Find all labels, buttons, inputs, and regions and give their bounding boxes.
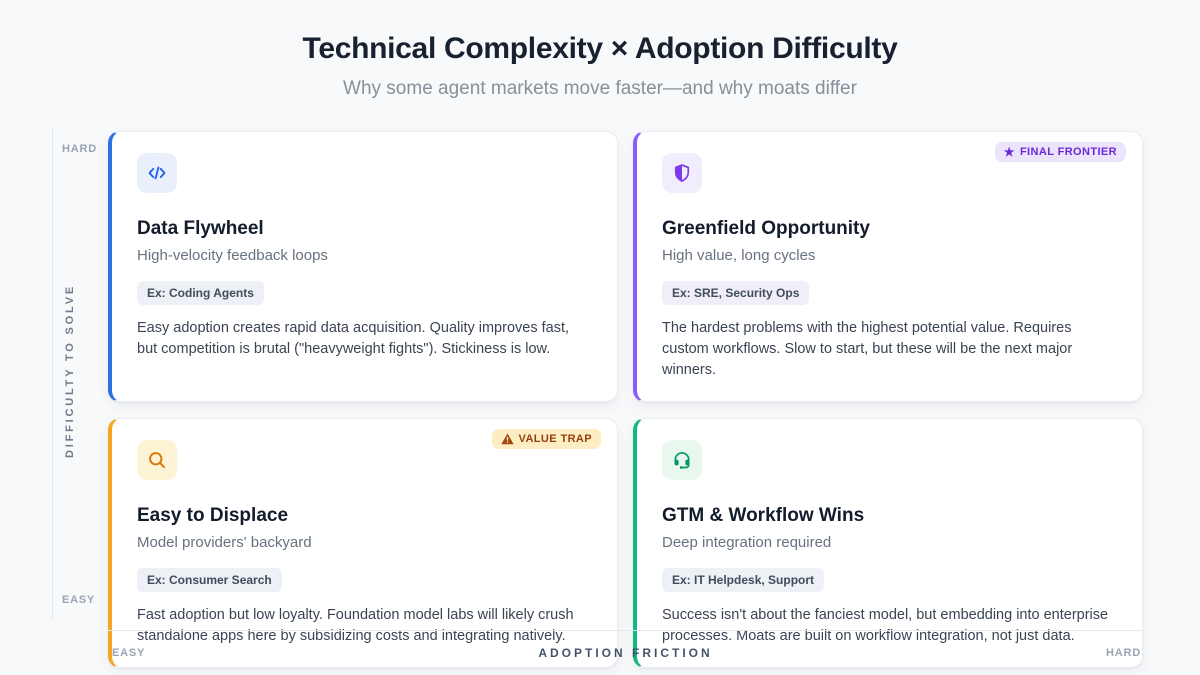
quadrant-card-data-flywheel: Data Flywheel High-velocity feedback loo…: [108, 131, 618, 402]
quadrant-grid: Data Flywheel High-velocity feedback loo…: [108, 131, 1143, 668]
code-icon: [137, 153, 177, 193]
card-tagline: High-velocity feedback loops: [137, 247, 328, 264]
shield-icon: [662, 153, 702, 193]
warning-icon: [500, 433, 514, 445]
card-tagline: Model providers' backyard: [137, 534, 312, 551]
x-axis-labels: EASY ADOPTION FRICTION HARD: [108, 645, 1143, 663]
quadrant-card-easy-to-displace: VALUE TRAP Easy to Displace Model provid…: [108, 418, 618, 668]
card-description: The hardest problems with the highest po…: [662, 320, 1073, 378]
y-axis-label: DIFFICULTY TO SOLVE: [64, 284, 76, 459]
page-title: Technical Complexity × Adoption Difficul…: [302, 32, 898, 65]
y-axis-line: [52, 128, 53, 620]
y-axis-tick-hard: HARD: [62, 143, 97, 155]
y-axis-label-wrap: DIFFICULTY TO SOLVE: [57, 131, 83, 612]
value-trap-badge: VALUE TRAP: [491, 429, 601, 449]
x-axis-tick-easy: EASY: [112, 647, 146, 659]
header: Technical Complexity × Adoption Difficul…: [0, 32, 1200, 100]
card-description: Success isn't about the fanciest model, …: [662, 607, 1109, 644]
page-subtitle: Why some agent markets move faster—and w…: [343, 78, 857, 99]
search-icon: [137, 440, 177, 480]
card-title: Easy to Displace: [137, 505, 289, 526]
star-icon: ★: [1003, 145, 1015, 159]
card-title: Data Flywheel: [137, 218, 264, 239]
quadrant-card-greenfield-opportunity: ★ FINAL FRONTIER Greenfield Opportunity …: [633, 131, 1143, 402]
example-badge: Ex: IT Helpdesk, Support: [662, 568, 825, 592]
corner-badge-label: VALUE TRAP: [518, 433, 592, 445]
card-description: Easy adoption creates rapid data acquisi…: [137, 320, 570, 357]
x-axis-tick-hard: HARD: [1106, 647, 1141, 659]
example-badge: Ex: Consumer Search: [137, 568, 282, 592]
card-title: Greenfield Opportunity: [662, 218, 870, 239]
x-axis-line: [108, 630, 1143, 631]
quadrant-card-gtm-workflow-wins: GTM & Workflow Wins Deep integration req…: [633, 418, 1143, 668]
example-badge: Ex: SRE, Security Ops: [662, 281, 810, 305]
card-title: GTM & Workflow Wins: [662, 505, 865, 526]
y-axis-tick-easy: EASY: [62, 594, 96, 606]
corner-badge-label: FINAL FRONTIER: [1019, 146, 1117, 158]
x-axis-label: ADOPTION FRICTION: [538, 646, 713, 660]
headset-icon: [662, 440, 702, 480]
card-tagline: High value, long cycles: [662, 247, 816, 264]
final-frontier-badge: ★ FINAL FRONTIER: [994, 142, 1126, 162]
example-badge: Ex: Coding Agents: [137, 281, 264, 305]
card-description: Fast adoption but low loyalty. Foundatio…: [137, 607, 574, 644]
card-tagline: Deep integration required: [662, 534, 832, 551]
